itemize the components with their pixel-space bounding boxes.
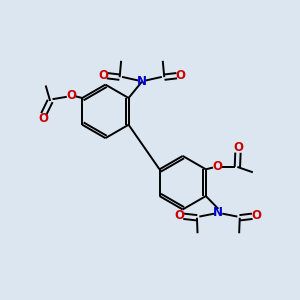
Text: O: O — [38, 112, 48, 125]
Text: O: O — [174, 209, 184, 222]
Text: O: O — [233, 141, 243, 154]
Text: O: O — [66, 89, 76, 102]
Text: O: O — [176, 69, 186, 82]
Text: O: O — [251, 209, 261, 222]
Text: O: O — [212, 160, 222, 173]
Text: N: N — [137, 75, 147, 88]
Text: O: O — [98, 69, 108, 82]
Text: N: N — [213, 206, 223, 219]
